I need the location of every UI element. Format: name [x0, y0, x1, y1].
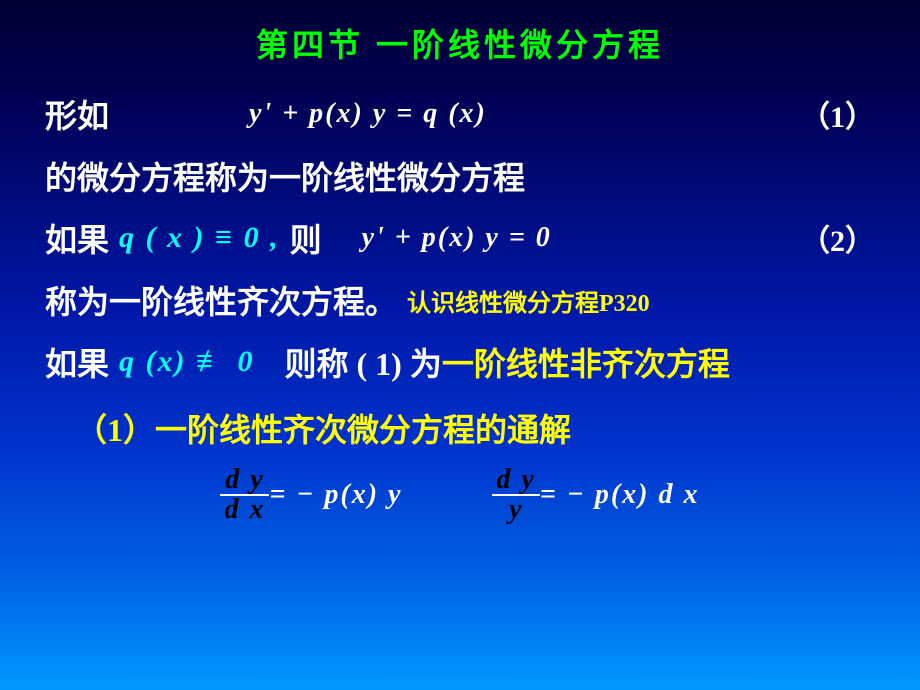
line3-number: （2） — [800, 216, 875, 260]
eq-left: d y d x = − p(x) y — [220, 466, 402, 524]
frac-right: d y y — [492, 466, 539, 524]
line-6: （1）一阶线性齐次微分方程的通解 — [45, 404, 875, 452]
line3-condition: q ( x ) ≡ 0 , — [119, 221, 280, 255]
line5-suffix-a: 则称 ( 1) 为 — [285, 339, 442, 385]
line4-note: 认识线性微分方程P320 — [407, 283, 650, 318]
line6-text: （1）一阶线性齐次微分方程的通解 — [75, 405, 571, 451]
line2-text: 的微分方程称为一阶线性微分方程 — [45, 153, 525, 199]
slide-title: 第四节 一阶线性微分方程 — [45, 20, 875, 66]
eq-right: d y y = − p(x) d x — [492, 466, 699, 524]
line-3: 如果 q ( x ) ≡ 0 , 则 y' + p(x) y = 0 （2） — [45, 214, 875, 262]
line5-prefix: 如果 — [45, 339, 109, 385]
bottom-equations: d y d x = − p(x) y d y y = − p(x) d x — [45, 466, 875, 524]
line3-prefix: 如果 — [45, 215, 109, 261]
line5-suffix-b: 一阶线性非齐次方程 — [442, 339, 730, 385]
frac-left-top: d y — [221, 466, 268, 494]
eq-left-rhs: = − p(x) y — [269, 479, 402, 511]
line4-text: 称为一阶线性齐次方程。 — [45, 277, 397, 323]
line1-text: 形如 — [45, 91, 109, 137]
line-1: 形如 y' + p(x) y = q (x) （1） — [45, 90, 875, 138]
frac-right-top: d y — [492, 466, 539, 494]
frac-right-bot: y — [505, 496, 527, 524]
line-4: 称为一阶线性齐次方程。 认识线性微分方程P320 — [45, 276, 875, 324]
line3-then: 则 — [290, 215, 322, 261]
eq-right-rhs: = − p(x) d x — [540, 479, 700, 511]
line-2: 的微分方程称为一阶线性微分方程 — [45, 152, 875, 200]
frac-left-bot: d x — [220, 496, 269, 524]
line-5: 如果 q (x) ≢ 0 则称 ( 1) 为 一阶线性非齐次方程 — [45, 338, 875, 386]
line1-number: （1） — [800, 92, 875, 136]
line3-equation: y' + p(x) y = 0 — [362, 222, 552, 254]
frac-left: d y d x — [220, 466, 269, 524]
line1-equation: y' + p(x) y = q (x) — [249, 98, 487, 130]
line5-condition: q (x) ≢ 0 — [119, 345, 254, 379]
